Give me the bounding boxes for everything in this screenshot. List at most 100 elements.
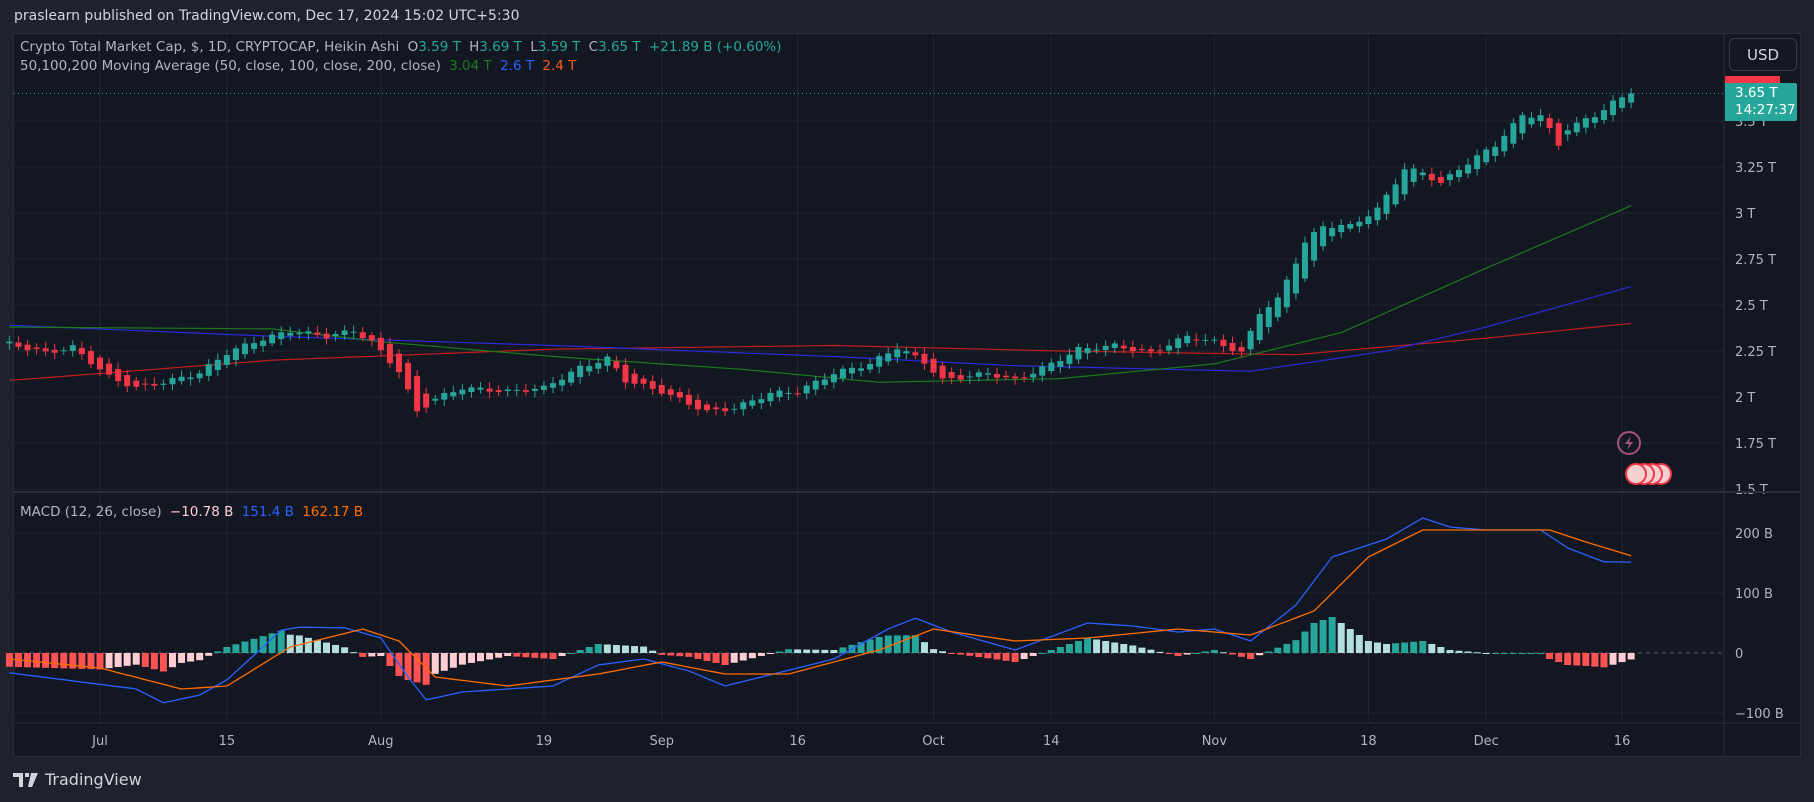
candle-body <box>1120 345 1127 349</box>
candle-body <box>251 343 258 349</box>
candle-body <box>667 389 674 395</box>
last-price-badge: 3.65 T 14:27:37 <box>1725 83 1797 121</box>
candle-body <box>386 343 393 364</box>
macd-histogram-bar <box>1573 653 1581 666</box>
macd-title[interactable]: MACD (12, 26, close) <box>20 504 162 520</box>
macd-histogram-bar <box>1373 642 1381 653</box>
macd-histogram-bar <box>1591 653 1599 667</box>
macd-histogram-bar <box>1500 653 1508 654</box>
candle-body <box>1202 339 1209 341</box>
candle-body <box>984 373 991 375</box>
candle-body <box>1220 339 1227 347</box>
candle-body <box>405 362 412 390</box>
candle-body <box>704 404 711 411</box>
brand-text: TradingView <box>45 770 142 789</box>
symbol-title[interactable]: Crypto Total Market Cap, $, 1D, CRYPTOCA… <box>20 39 400 55</box>
macd-histogram-bar <box>667 653 675 656</box>
macd-histogram-bar <box>323 642 330 653</box>
symbol-legend: Crypto Total Market Cap, $, 1D, CRYPTOCA… <box>20 39 782 55</box>
macd-histogram-bar <box>585 647 593 653</box>
macd-histogram-bar <box>866 639 874 653</box>
candle-body <box>894 349 901 358</box>
ma200-line <box>9 322 1632 381</box>
macd-histogram-bar <box>612 645 620 653</box>
candle-body <box>540 385 547 390</box>
macd-histogram-bar <box>1020 653 1028 659</box>
ma-title[interactable]: 50,100,200 Moving Average (50, close, 10… <box>20 58 441 74</box>
candle-body <box>722 408 729 412</box>
macd-histogram-bar <box>422 653 430 685</box>
macd-histogram-bar <box>640 646 648 653</box>
candle-body <box>1555 123 1562 146</box>
candle-body <box>694 399 701 410</box>
candle-body <box>1311 231 1318 261</box>
macd-histogram-bar <box>205 653 213 656</box>
candle-body <box>1410 168 1417 182</box>
currency-button[interactable]: USD <box>1729 38 1797 71</box>
candle-body <box>1501 135 1508 152</box>
macd-histogram-bar <box>51 653 59 669</box>
candle-body <box>839 368 846 379</box>
macd-histogram-bar <box>1229 653 1236 655</box>
macd-histogram-bar <box>159 653 167 672</box>
macd-histogram-bar <box>1156 651 1164 653</box>
macd-axis-label: 200 B <box>1735 527 1773 542</box>
macd-histogram-bar <box>359 653 367 657</box>
macd-histogram-bar <box>1093 639 1101 653</box>
macd-histogram-bar <box>1473 652 1481 654</box>
macd-histogram-bar <box>1537 653 1545 654</box>
candle-body <box>377 337 384 351</box>
macd-histogram-bar <box>332 644 340 653</box>
time-axis-label: Jul <box>91 734 108 749</box>
macd-histogram-bar <box>123 653 131 666</box>
candle-body <box>1610 100 1617 116</box>
macd-value: 151.4 B <box>241 504 294 520</box>
macd-histogram-bar <box>576 650 584 653</box>
macd-histogram-bar <box>1011 653 1019 662</box>
macd-histogram-bar <box>1056 647 1064 653</box>
macd-histogram-bar <box>1582 653 1590 666</box>
time-axis-label: 14 <box>1043 734 1060 749</box>
macd-histogram-bar <box>676 653 684 657</box>
macd-histogram-bar <box>1346 629 1354 653</box>
macd-histogram-bar <box>939 651 947 653</box>
time-axis-label: Aug <box>368 734 393 749</box>
macd-histogram-bar <box>259 636 267 653</box>
candle-body <box>1138 348 1145 350</box>
macd-histogram-bar <box>404 653 412 680</box>
macd-histogram-bar <box>1600 653 1608 668</box>
candle-body <box>323 333 330 339</box>
macd-histogram-bar <box>1247 653 1255 659</box>
macd-histogram-bar <box>966 653 974 656</box>
macd-histogram-bar <box>794 649 802 653</box>
candle-body <box>1446 174 1453 181</box>
tradingview-logo[interactable]: TradingView <box>13 770 142 789</box>
candle-body <box>269 334 276 344</box>
candle-body <box>423 393 430 408</box>
candle-body <box>1483 149 1490 163</box>
macd-histogram-bar <box>513 653 521 657</box>
candle-body <box>1628 93 1635 103</box>
price-axis-label: 3 T <box>1735 207 1755 222</box>
candle-body <box>69 345 76 351</box>
macd-histogram-bar <box>821 649 829 653</box>
low-value: 3.59 T <box>537 39 581 55</box>
high-price-label <box>1725 76 1780 83</box>
macd-histogram-bar <box>803 649 811 653</box>
candle-body <box>903 351 910 354</box>
macd-histogram-bar <box>78 653 86 669</box>
macd-histogram-bar <box>1301 631 1309 653</box>
candle-body <box>350 331 357 333</box>
candle-body <box>1003 375 1009 378</box>
candle-body <box>359 332 366 339</box>
time-axis-label: Dec <box>1474 734 1499 749</box>
candle-body <box>97 357 103 370</box>
change-value: +21.89 B (+0.60%) <box>648 39 782 55</box>
candle-body <box>1356 221 1363 227</box>
candle-body <box>187 377 194 379</box>
candle-body <box>957 375 964 380</box>
candle-body <box>278 332 285 339</box>
candle-body <box>821 379 828 386</box>
macd-histogram-bar <box>150 653 158 670</box>
